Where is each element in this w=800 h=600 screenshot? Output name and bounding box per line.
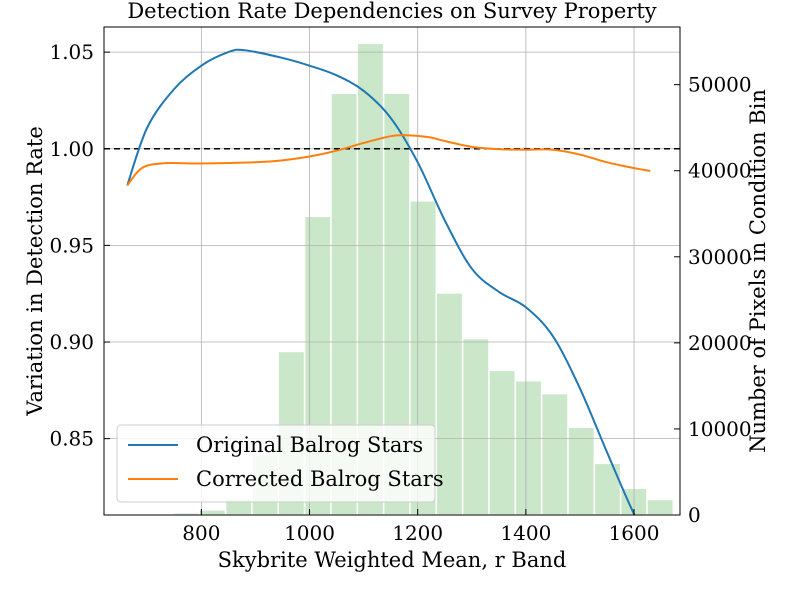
histogram-bar — [540, 392, 569, 516]
series-line-corrected — [126, 134, 651, 187]
y-axis-label: Variation in Detection Rate — [23, 126, 47, 417]
x-tick-label: 1000 — [284, 521, 335, 545]
histogram-bar — [567, 426, 596, 516]
y2-tick-label: 20000 — [688, 331, 752, 355]
y2-tick-label: 10000 — [688, 417, 752, 441]
histogram-bar — [646, 498, 675, 516]
histogram-bar — [593, 462, 622, 516]
series-lines — [126, 48, 651, 515]
y-tick-label: 1.05 — [49, 40, 94, 64]
x-tick-label: 1200 — [392, 521, 443, 545]
chart-title: Detection Rate Dependencies on Survey Pr… — [127, 0, 656, 23]
series-line-original — [126, 48, 636, 515]
y-tick-label: 0.85 — [49, 427, 94, 451]
y2-axis-ticks: 0 10000 20000 30000 40000 50000 — [674, 73, 752, 527]
x-tick-label: 1400 — [500, 521, 551, 545]
y2-tick-label: 0 — [688, 503, 701, 527]
histogram-bar — [461, 337, 490, 516]
legend-label-corrected: Corrected Balrog Stars — [196, 467, 444, 491]
y2-axis-label: Number of Pixels in Condition Bin — [746, 89, 770, 453]
x-axis-ticks: 800 1000 1200 1400 1600 — [182, 509, 659, 545]
y-tick-label: 0.90 — [49, 330, 94, 354]
y2-tick-label: 50000 — [688, 73, 752, 97]
legend-label-original: Original Balrog Stars — [196, 433, 423, 457]
plot-frame — [103, 26, 681, 516]
histogram-bar — [514, 379, 543, 516]
legend-box — [116, 424, 436, 503]
y-tick-label: 1.00 — [49, 137, 94, 161]
y2-tick-label: 40000 — [688, 159, 752, 183]
histogram-bar — [488, 369, 517, 516]
x-axis-label: Skybrite Weighted Mean, r Band — [218, 548, 567, 572]
y-tick-label: 0.95 — [49, 233, 94, 257]
y2-tick-label: 30000 — [688, 245, 752, 269]
x-tick-label: 1600 — [609, 521, 660, 545]
histogram-bar — [198, 509, 227, 516]
x-tick-label: 800 — [182, 521, 220, 545]
legend: Original Balrog Stars Corrected Balrog S… — [116, 424, 444, 503]
y-axis-ticks: 0.85 0.90 0.95 1.00 1.05 — [49, 40, 110, 451]
